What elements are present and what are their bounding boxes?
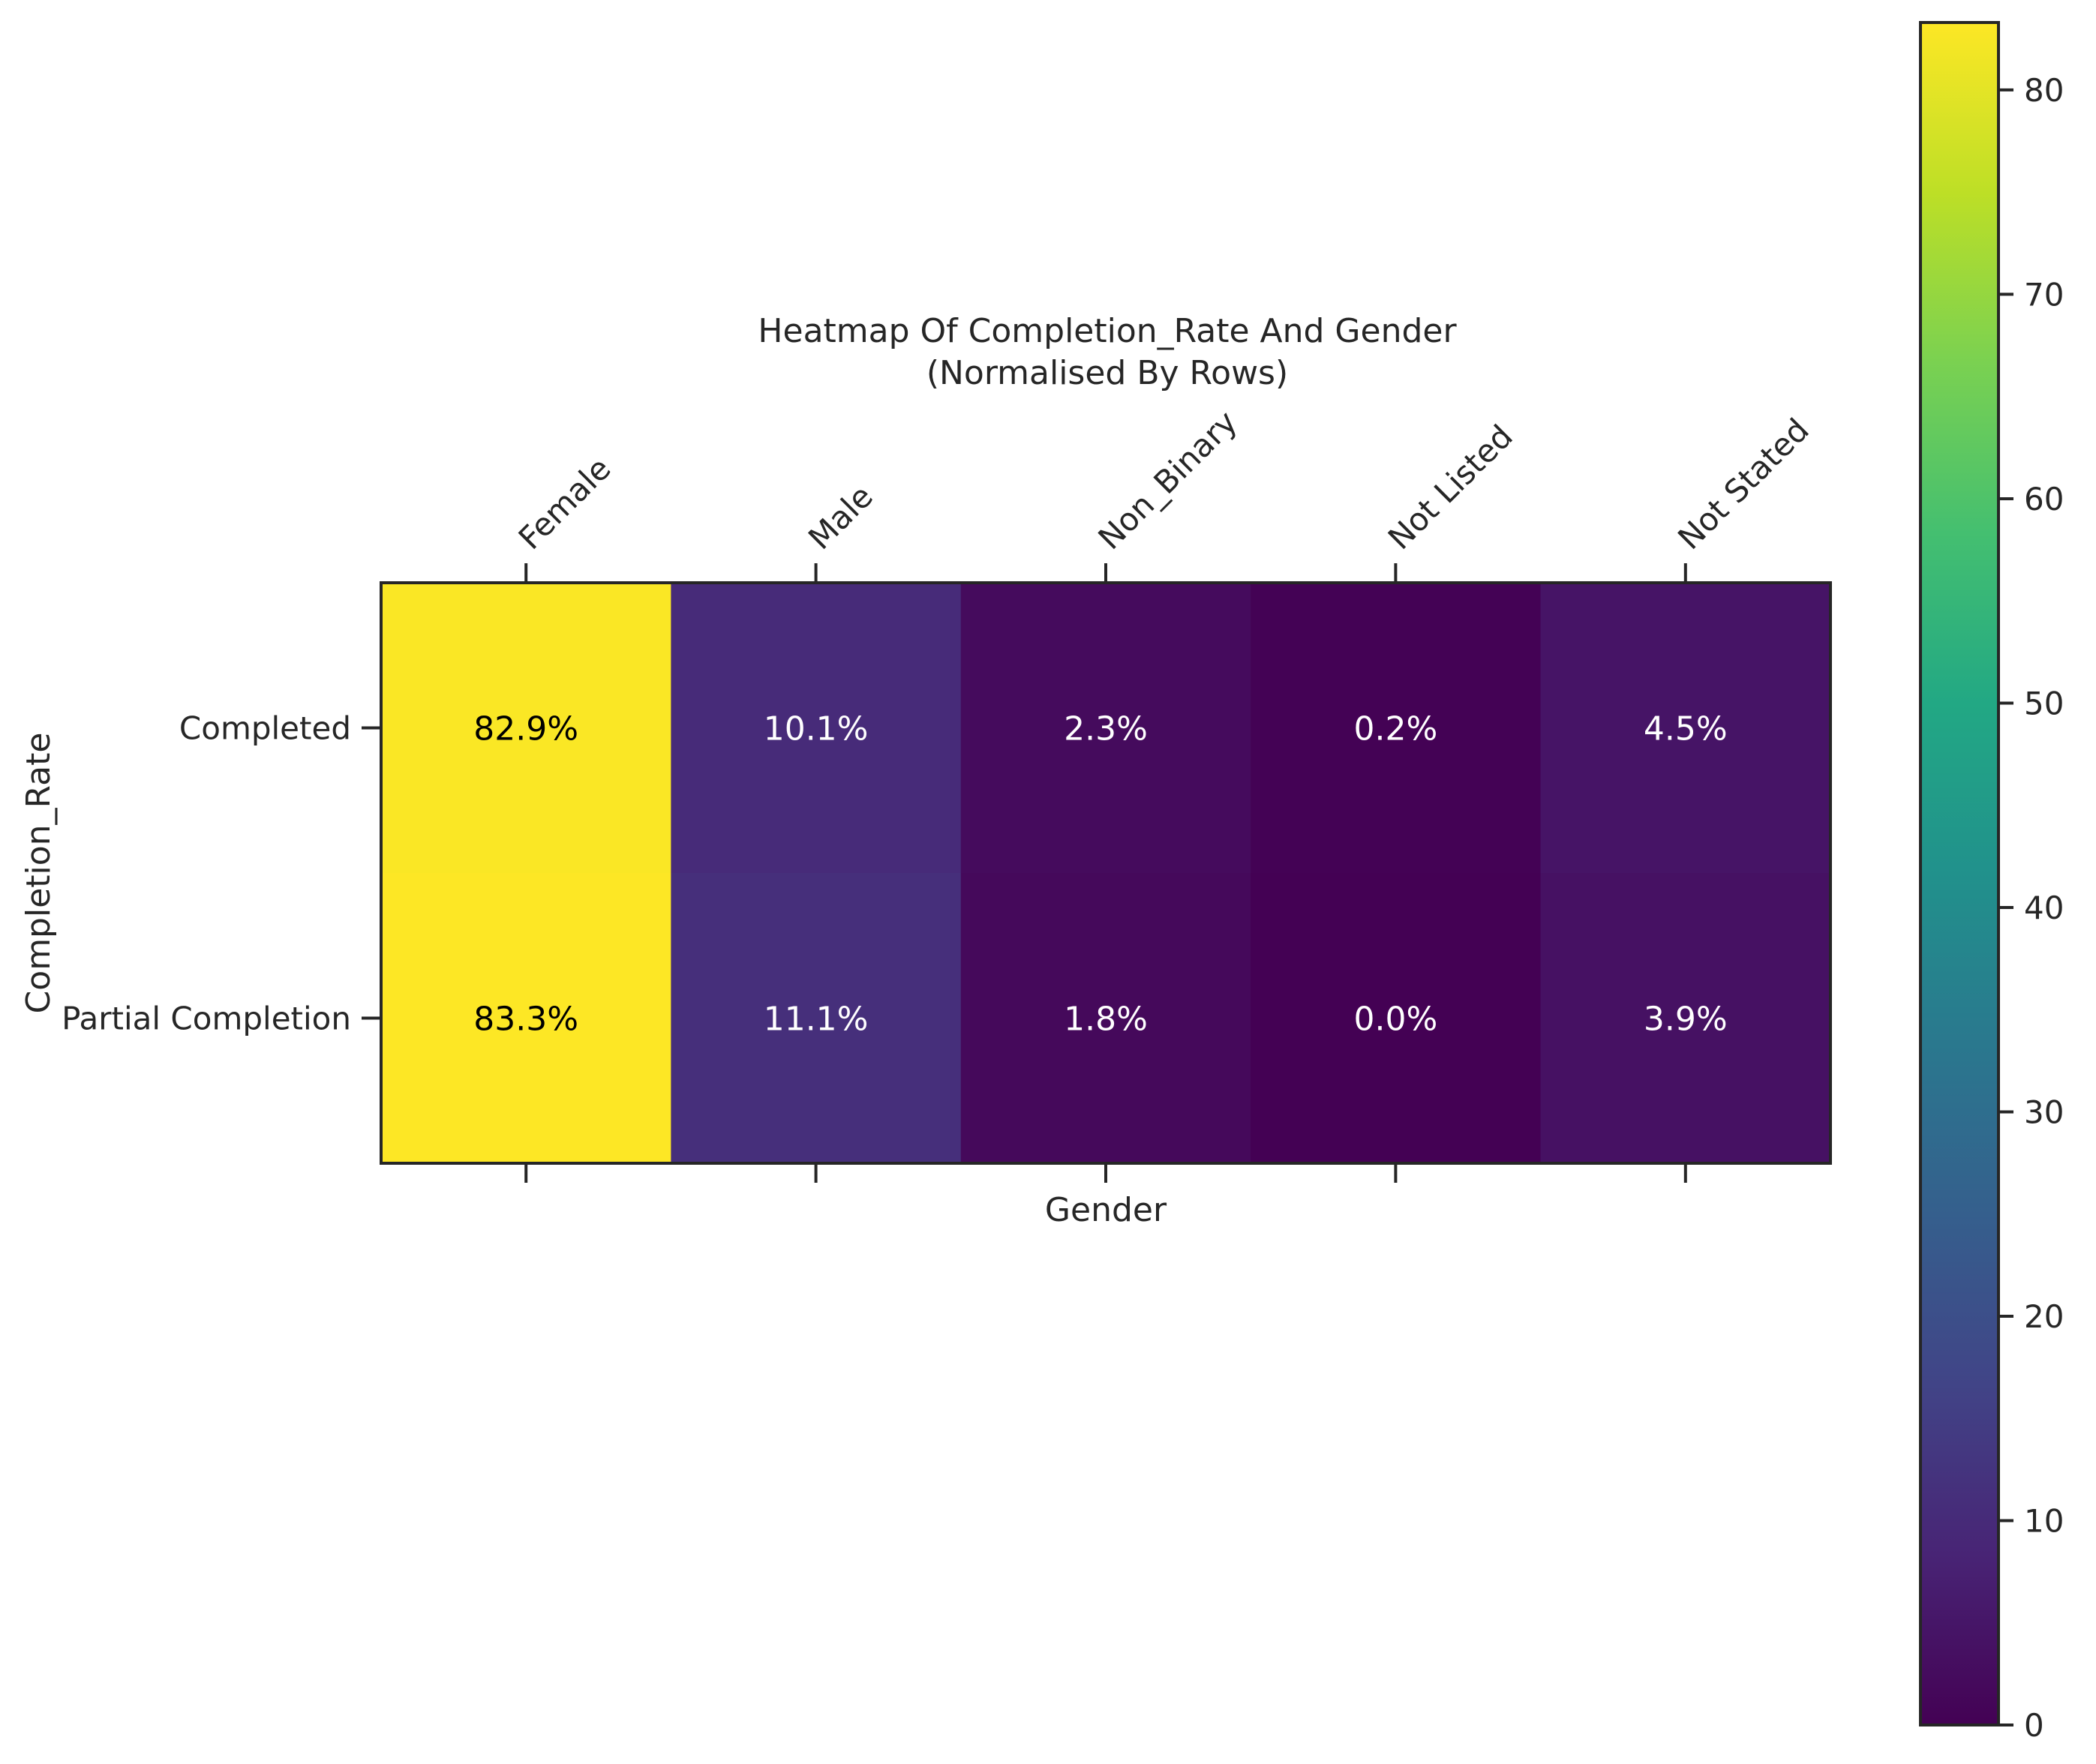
chart-title: Heatmap Of Completion_Rate And Gender xyxy=(758,312,1457,350)
y-axis-label: Completion_Rate xyxy=(20,733,58,1014)
cell-value-label: 83.3% xyxy=(473,1000,578,1039)
colorbar-tick-label: 30 xyxy=(2024,1094,2064,1130)
heatmap-frame xyxy=(380,581,1832,1165)
cell-value-label: 1.8% xyxy=(1064,1000,1148,1039)
heatmap-cell xyxy=(1540,873,1831,1164)
chart-subtitle: (Normalised By Rows) xyxy=(926,354,1288,392)
heatmap-cell-labels: 82.9% 10.1% 2.3% 0.2% 4.5% 83.3% 11.1% 1.8% 0.0%… xyxy=(473,710,1727,1039)
colorbar-tick-label: 10 xyxy=(2024,1502,2064,1539)
colorbar-tick-label: 60 xyxy=(2024,481,2064,518)
heatmap-cell xyxy=(671,873,962,1164)
cell-value-label: 4.5% xyxy=(1644,710,1728,748)
heatmap-cell xyxy=(671,583,962,874)
cell-value-label: 2.3% xyxy=(1064,710,1148,748)
y-tick-label: Partial Completion xyxy=(62,1000,351,1037)
cell-value-label: 0.0% xyxy=(1354,1000,1438,1039)
y-tick-label: Completed xyxy=(179,710,351,747)
x-tick-label: Female xyxy=(512,450,618,556)
colorbar-tick-label: 0 xyxy=(2024,1707,2044,1744)
heatmap-cell xyxy=(1251,583,1542,874)
x-tick-label: Not Listed xyxy=(1381,418,1520,556)
heatmap-cell xyxy=(381,583,671,874)
colorbar xyxy=(1919,21,2000,1726)
y-axis-ticks: Completed Partial Completion xyxy=(62,710,381,1037)
x-axis-label: Gender xyxy=(1045,1191,1167,1229)
cell-value-label: 10.1% xyxy=(764,710,869,748)
heatmap-cell xyxy=(1251,873,1542,1164)
heatmap-cell xyxy=(1540,583,1831,874)
x-tick-label: Not Stated xyxy=(1671,411,1816,556)
cell-value-label: 11.1% xyxy=(764,1000,869,1039)
cell-value-label: 3.9% xyxy=(1644,1000,1728,1039)
cell-value-label: 82.9% xyxy=(473,710,578,748)
colorbar-tick-label: 40 xyxy=(2024,890,2064,926)
x-tick-label: Non_Binary xyxy=(1091,404,1244,556)
colorbar-tick-label: 80 xyxy=(2024,72,2064,109)
heatmap-cell xyxy=(381,873,671,1164)
x-tick-label: Male xyxy=(801,478,880,556)
heatmap-cell xyxy=(960,583,1251,874)
heatmap-cells xyxy=(381,583,1831,1164)
cell-value-label: 0.2% xyxy=(1354,710,1438,748)
colorbar-ticks: 0 10 20 30 40 50 60 70 80 xyxy=(1998,72,2064,1744)
colorbar-tick-label: 70 xyxy=(2024,276,2064,313)
colorbar-tick-label: 20 xyxy=(2024,1298,2064,1335)
heatmap-cell xyxy=(960,873,1251,1164)
colorbar-tick-label: 50 xyxy=(2024,685,2064,722)
